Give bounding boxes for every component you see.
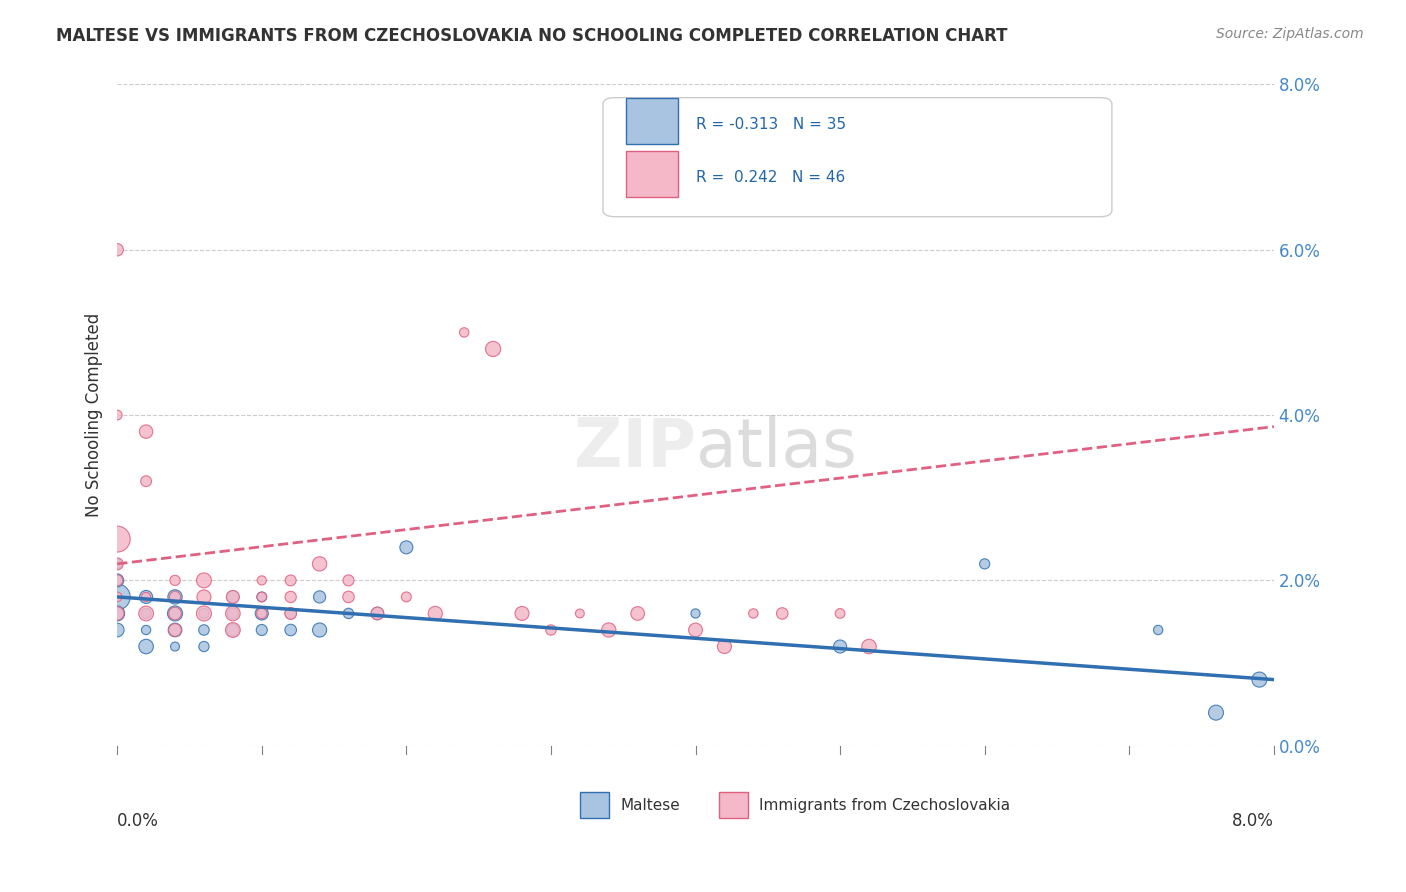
Point — [308, 590, 330, 604]
FancyBboxPatch shape — [603, 97, 1112, 217]
Point — [135, 607, 157, 621]
Text: Immigrants from Czechoslovakia: Immigrants from Czechoslovakia — [759, 797, 1011, 813]
Point — [193, 623, 215, 637]
Point — [193, 590, 215, 604]
Point — [250, 590, 273, 604]
Point — [222, 623, 245, 637]
Text: atlas: atlas — [696, 415, 856, 481]
Point — [163, 590, 186, 604]
Point — [770, 607, 793, 621]
Point — [627, 607, 650, 621]
Point — [1147, 623, 1170, 637]
Point — [973, 557, 995, 571]
Point — [135, 590, 157, 604]
Point — [1249, 673, 1271, 687]
Point — [598, 623, 620, 637]
Point — [222, 607, 245, 621]
Point — [105, 607, 128, 621]
Point — [366, 607, 388, 621]
Point — [105, 408, 128, 422]
Point — [222, 590, 245, 604]
Text: R = -0.313   N = 35: R = -0.313 N = 35 — [696, 117, 845, 132]
Point — [193, 574, 215, 588]
Point — [308, 623, 330, 637]
Text: ZIP: ZIP — [574, 415, 696, 481]
FancyBboxPatch shape — [579, 792, 609, 819]
Point — [135, 640, 157, 654]
Point — [830, 607, 852, 621]
Point — [280, 623, 302, 637]
Y-axis label: No Schooling Completed: No Schooling Completed — [86, 313, 103, 517]
Point — [308, 557, 330, 571]
Point — [105, 574, 128, 588]
Point — [163, 623, 186, 637]
Point — [105, 623, 128, 637]
Point — [135, 623, 157, 637]
Point — [858, 640, 880, 654]
Point — [135, 425, 157, 439]
Point — [540, 623, 562, 637]
Point — [163, 590, 186, 604]
Point — [163, 607, 186, 621]
Text: R =  0.242   N = 46: R = 0.242 N = 46 — [696, 169, 845, 185]
Point — [395, 541, 418, 555]
Point — [685, 607, 707, 621]
Point — [337, 590, 360, 604]
Point — [105, 532, 128, 546]
Point — [366, 607, 388, 621]
Point — [135, 607, 157, 621]
Point — [105, 557, 128, 571]
Point — [280, 590, 302, 604]
Text: 0.0%: 0.0% — [117, 812, 159, 830]
Text: Source: ZipAtlas.com: Source: ZipAtlas.com — [1216, 27, 1364, 41]
Point — [163, 574, 186, 588]
Point — [163, 640, 186, 654]
Point — [482, 342, 505, 356]
Point — [105, 557, 128, 571]
Point — [250, 590, 273, 604]
FancyBboxPatch shape — [718, 792, 748, 819]
FancyBboxPatch shape — [626, 151, 678, 197]
Point — [280, 574, 302, 588]
Point — [135, 474, 157, 488]
Point — [280, 607, 302, 621]
Point — [250, 623, 273, 637]
Text: Maltese: Maltese — [620, 797, 681, 813]
Point — [193, 607, 215, 621]
Point — [222, 607, 245, 621]
Point — [280, 607, 302, 621]
Point — [193, 607, 215, 621]
Point — [105, 574, 128, 588]
Text: 8.0%: 8.0% — [1232, 812, 1274, 830]
Point — [105, 590, 128, 604]
Point — [395, 590, 418, 604]
Point — [425, 607, 447, 621]
Point — [250, 574, 273, 588]
Point — [510, 607, 533, 621]
Point — [105, 590, 128, 604]
Point — [453, 326, 475, 340]
Point — [250, 607, 273, 621]
Point — [250, 607, 273, 621]
Point — [337, 574, 360, 588]
Point — [222, 623, 245, 637]
Point — [163, 607, 186, 621]
Point — [742, 607, 765, 621]
Point — [1205, 706, 1227, 720]
Point — [685, 623, 707, 637]
Point — [105, 607, 128, 621]
Text: MALTESE VS IMMIGRANTS FROM CZECHOSLOVAKIA NO SCHOOLING COMPLETED CORRELATION CHA: MALTESE VS IMMIGRANTS FROM CZECHOSLOVAKI… — [56, 27, 1008, 45]
Point — [713, 640, 735, 654]
Point — [568, 607, 591, 621]
Point — [135, 590, 157, 604]
FancyBboxPatch shape — [626, 97, 678, 144]
Point — [163, 623, 186, 637]
Point — [830, 640, 852, 654]
Point — [222, 590, 245, 604]
Point — [337, 607, 360, 621]
Point — [193, 640, 215, 654]
Point — [105, 243, 128, 257]
